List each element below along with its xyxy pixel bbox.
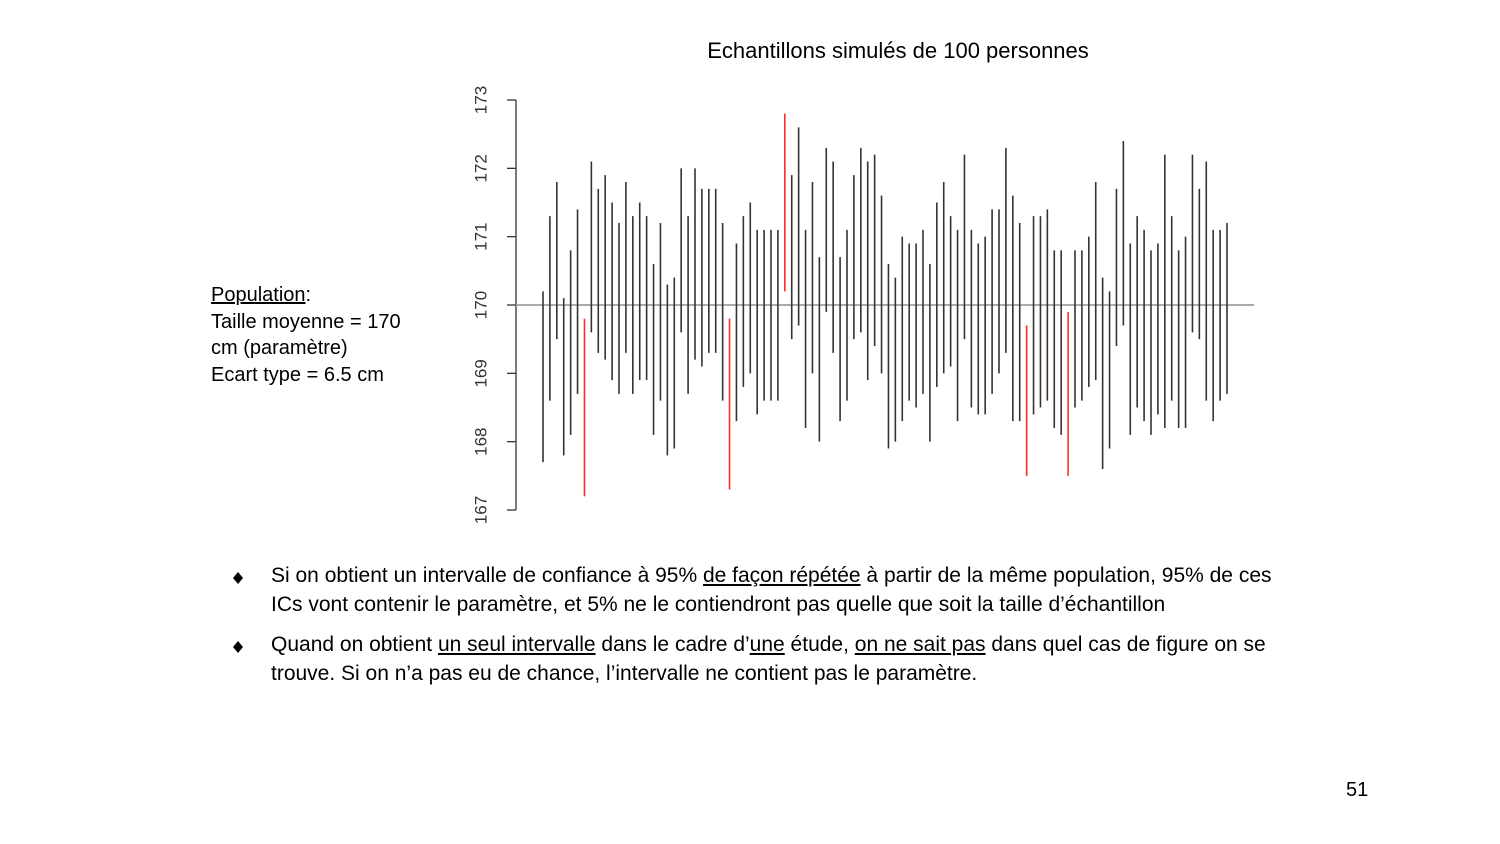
bullet: Quand on obtient un seul intervalle dans… xyxy=(232,631,1272,688)
bullet-text: à partir de la même population, 95% de c… xyxy=(271,564,1272,616)
bullet-text: une xyxy=(749,633,785,656)
bullet-text: on ne sait pas xyxy=(854,633,986,656)
population-lines: Taille moyenne = 170 cm (paramètre) Ecart … xyxy=(211,309,401,389)
population-heading-line: Population: xyxy=(211,282,401,309)
y-tick-label: 173 xyxy=(471,86,490,114)
y-tick-label: 170 xyxy=(471,291,490,319)
bullet-icon xyxy=(233,641,243,653)
population-line: Taille moyenne = 170 xyxy=(211,310,401,333)
population-box: Population: Taille moyenne = 170 cm (para… xyxy=(211,282,401,388)
population-suffix: : xyxy=(305,284,312,306)
y-tick-label: 168 xyxy=(471,427,490,455)
bullet-text: étude, xyxy=(784,633,855,656)
bullet-text: Si on obtient un intervalle de confiance… xyxy=(271,564,703,587)
bullet-text: Quand on obtient xyxy=(271,633,438,656)
page-number: 51 xyxy=(1346,779,1369,801)
bullet-list: Si on obtient un intervalle de confiance… xyxy=(232,562,1272,700)
bullet-text: dans quel cas de figure on se trouve. Si… xyxy=(271,633,1266,685)
y-tick-label: 172 xyxy=(471,154,490,182)
population-line: cm (paramètre) xyxy=(211,337,348,359)
y-tick-label: 167 xyxy=(471,496,490,524)
chart: Echantillons simulés de 100 personnes 16… xyxy=(471,38,1254,524)
bullet-icon xyxy=(233,572,243,584)
y-tick-label: 169 xyxy=(471,359,490,387)
bullet-text: de façon répétée xyxy=(702,564,861,587)
y-tick-label: 171 xyxy=(471,222,490,250)
bullet-text: dans le cadre d’ xyxy=(595,633,750,656)
population-line: Ecart type = 6.5 cm xyxy=(211,363,384,386)
chart-title: Echantillons simulés de 100 personnes xyxy=(707,38,1089,63)
population-heading: Population xyxy=(211,284,306,306)
bullet-text: un seul intervalle xyxy=(437,633,596,656)
bullet: Si on obtient un intervalle de confiance… xyxy=(232,562,1272,619)
